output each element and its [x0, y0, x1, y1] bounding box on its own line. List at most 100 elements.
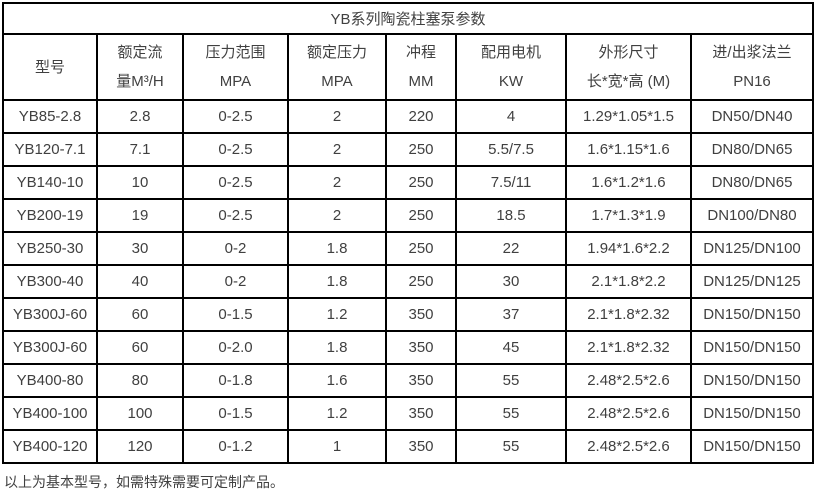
table-cell: 30: [455, 264, 567, 299]
table-cell: 0-2: [182, 264, 289, 299]
table-cell: 1.8: [287, 330, 387, 365]
table-cell: YB120-7.1: [2, 132, 98, 167]
table-cell: 1.2: [287, 396, 387, 431]
header-line: 型号: [34, 58, 65, 76]
table-cell: 7.1: [96, 132, 184, 167]
table-cell: 2.1*1.8*2.2: [565, 264, 692, 299]
table-cell: 1.94*1.6*2.2: [565, 231, 692, 266]
table-cell: DN150/DN150: [689, 396, 814, 431]
table-cell: 350: [385, 297, 457, 332]
header-rated-pressure: 额定压力 MPA: [287, 33, 387, 101]
table-cell: YB300J-60: [2, 330, 98, 365]
table-cell: 1.6: [287, 363, 387, 398]
table-cell: 350: [385, 396, 457, 431]
table-row: YB300J-60 60 0-2.0 1.8 350 45 2.1*1.8*2.32 DN15…: [2, 330, 814, 365]
table-cell: 4: [455, 99, 567, 134]
table-cell: 2: [287, 99, 387, 134]
table-cell: 5.5/7.5: [455, 132, 567, 167]
table-cell: 1.7*1.3*1.9: [565, 198, 692, 233]
table-cell: 1.6*1.15*1.6: [565, 132, 692, 167]
table-header-row: 型号 额定流 量M³/H 压力范围 MPA 额定压力 MPA 冲程 MM: [2, 33, 814, 101]
header-line: PN16: [733, 73, 771, 90]
table-row: YB400-120 120 0-1.2 1 350 55 2.48*2.5*2.6 DN150…: [2, 429, 814, 464]
header-flange: 进/出浆法兰 PN16: [689, 33, 814, 101]
table-cell: DN150/DN150: [689, 330, 814, 365]
table-row: YB200-19 19 0-2.5 2 250 18.5 1.7*1.3*1.9 DN100/…: [2, 198, 814, 233]
table-cell: DN50/DN40: [689, 99, 814, 134]
table-row: YB300-40 40 0-2 1.8 250 30 2.1*1.8*2.2 DN125/DN…: [2, 264, 814, 299]
table-cell: 2.48*2.5*2.6: [565, 396, 692, 431]
table-cell: 7.5/11: [455, 165, 567, 200]
table-cell: 1.6*1.2*1.6: [565, 165, 692, 200]
header-line: 配用电机: [480, 44, 541, 61]
table-cell: 55: [455, 363, 567, 398]
table-cell: 10: [96, 165, 184, 200]
header-line: KW: [498, 73, 524, 90]
table-cell: 2: [287, 198, 387, 233]
header-line: 压力范围: [205, 44, 266, 61]
table-cell: YB400-120: [2, 429, 98, 464]
table-cell: 2: [287, 165, 387, 200]
table-row: YB85-2.8 2.8 0-2.5 2 220 4 1.29*1.05*1.5 DN50/D…: [2, 99, 814, 134]
header-line: 进/出浆法兰: [712, 44, 792, 61]
table-cell: 55: [455, 396, 567, 431]
table-cell: 350: [385, 363, 457, 398]
table-cell: 1.8: [287, 231, 387, 266]
table-cell: 0-2.5: [182, 165, 289, 200]
table-cell: 250: [385, 132, 457, 167]
table-cell: 2: [287, 132, 387, 167]
table-cell: 250: [385, 264, 457, 299]
header-dimensions: 外形尺寸 长*宽*高 (M): [565, 33, 692, 101]
table-cell: 80: [96, 363, 184, 398]
table-row: YB120-7.1 7.1 0-2.5 2 250 5.5/7.5 1.6*1.15*1.6…: [2, 132, 814, 167]
table-cell: 0-1.5: [182, 297, 289, 332]
table-cell: 250: [385, 198, 457, 233]
table-row: YB400-80 80 0-1.8 1.6 350 55 2.48*2.5*2.6 DN150…: [2, 363, 814, 398]
table-cell: DN150/DN150: [689, 429, 814, 464]
table-cell: YB200-19: [2, 198, 98, 233]
header-line: MPA: [321, 73, 353, 90]
table-cell: 120: [96, 429, 184, 464]
header-rated-flow: 额定流 量M³/H: [96, 33, 184, 101]
table-cell: 2.48*2.5*2.6: [565, 429, 692, 464]
header-line: MM: [408, 73, 434, 90]
table-row: YB250-30 30 0-2 1.8 250 22 1.94*1.6*2.2 DN125/D…: [2, 231, 814, 266]
table-cell: 1: [287, 429, 387, 464]
table-cell: DN125/DN125: [689, 264, 814, 299]
table-cell: 0-1.2: [182, 429, 289, 464]
header-line: 量M³/H: [116, 73, 164, 90]
header-line: 外形尺寸: [598, 44, 659, 61]
table-cell: YB85-2.8: [2, 99, 98, 134]
footer-note: 以上为基本型号，如需特殊需要可定制产品。: [4, 474, 284, 490]
header-motor: 配用电机 KW: [455, 33, 567, 101]
table-cell: 60: [96, 297, 184, 332]
table-cell: 0-1.8: [182, 363, 289, 398]
table-cell: YB400-80: [2, 363, 98, 398]
table-cell: 60: [96, 330, 184, 365]
table-cell: 37: [455, 297, 567, 332]
table-cell: 250: [385, 165, 457, 200]
table-cell: YB140-10: [2, 165, 98, 200]
header-line: 额定压力: [306, 44, 367, 61]
header-stroke: 冲程 MM: [385, 33, 457, 101]
table-row: YB140-10 10 0-2.5 2 250 7.5/11 1.6*1.2*1.6 DN80…: [2, 165, 814, 200]
table-title-row: YB系列陶瓷柱塞泵参数: [1, 2, 814, 35]
table-cell: DN125/DN100: [689, 231, 814, 266]
table-cell: 55: [455, 429, 567, 464]
table-cell: 250: [385, 231, 457, 266]
table-cell: 22: [455, 231, 567, 266]
table-cell: YB300J-60: [2, 297, 98, 332]
header-line: 冲程: [405, 44, 436, 61]
table-cell: 1.8: [287, 264, 387, 299]
table-cell: YB300-40: [2, 264, 98, 299]
table-cell: DN150/DN150: [689, 363, 814, 398]
table-row: YB400-100 100 0-1.5 1.2 350 55 2.48*2.5*2.6 DN1…: [2, 396, 814, 431]
table-cell: 19: [96, 198, 184, 233]
header-model: 型号: [2, 33, 98, 101]
table-cell: DN80/DN65: [689, 165, 814, 200]
table-cell: DN150/DN150: [689, 297, 814, 332]
table-cell: 45: [455, 330, 567, 365]
header-line: 长*宽*高 (M): [586, 73, 671, 90]
table-cell: DN100/DN80: [689, 198, 814, 233]
